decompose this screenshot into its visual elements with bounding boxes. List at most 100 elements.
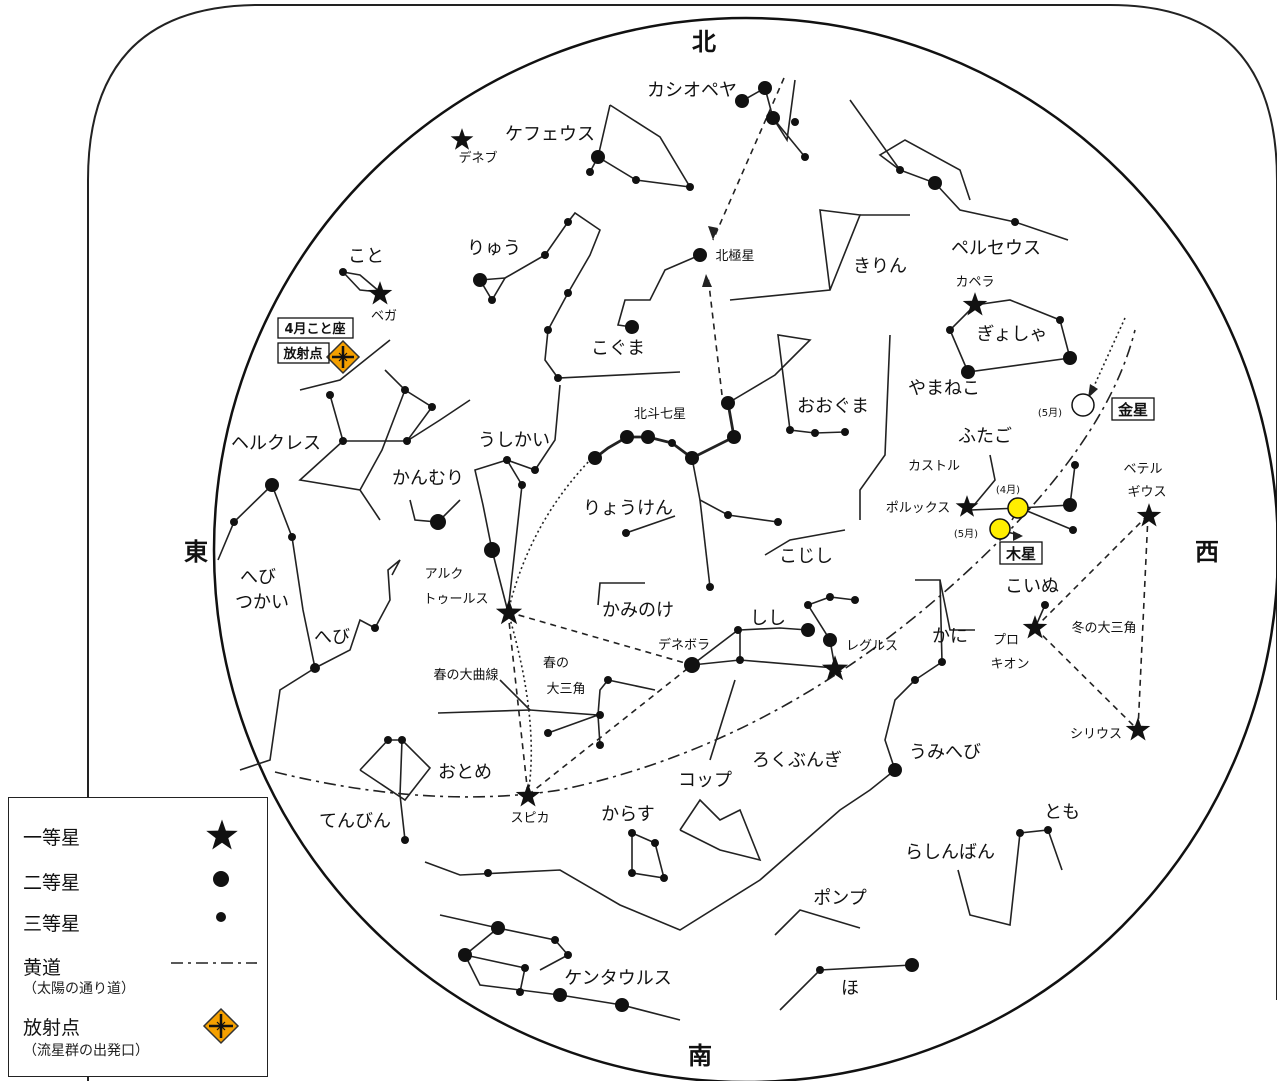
- star-dot: [521, 964, 529, 972]
- label-spica: スピカ: [510, 811, 549, 826]
- star-dot: [596, 711, 604, 719]
- label-ursa-major: おおぐま: [797, 396, 869, 417]
- star-dot: [1056, 316, 1064, 324]
- label-cancer: かに: [932, 626, 968, 647]
- label-gemini: ふたご: [958, 426, 1012, 447]
- arcturus-star: [495, 599, 523, 625]
- label-castor: カストル: [908, 459, 960, 474]
- star-dot: [816, 966, 824, 974]
- star-dot: [811, 429, 819, 437]
- label-auriga: ぎょしゃ: [976, 324, 1047, 345]
- star-dot: [531, 466, 539, 474]
- star-dot: [265, 478, 279, 492]
- star-dot: [961, 365, 975, 379]
- star-dot: [564, 289, 572, 297]
- label-camelopardalis: きりん: [853, 256, 907, 277]
- label-lyra: こと: [348, 246, 384, 267]
- label-polaris: 北極星: [715, 248, 754, 264]
- legend-star-icon: [206, 819, 238, 850]
- star-dot: [1016, 829, 1024, 837]
- star-dot: [544, 729, 552, 737]
- star-dot: [766, 111, 780, 125]
- label-regulus: レグルス: [846, 639, 898, 654]
- radiant-label-2: 放射点: [282, 346, 322, 362]
- star-dot: [339, 268, 347, 276]
- star-dot: [758, 81, 772, 95]
- label-arcturus-2: トゥールス: [423, 592, 488, 607]
- star-dot: [628, 829, 636, 837]
- star-dot: [693, 248, 707, 262]
- star-dot: [685, 451, 699, 465]
- star-dot: [791, 118, 799, 126]
- star-dot: [310, 663, 320, 673]
- label-canis-minor: こいぬ: [1005, 576, 1059, 597]
- star-dot: [458, 948, 472, 962]
- star-dot: [668, 439, 676, 447]
- star-dot: [503, 456, 511, 464]
- star-dot: [841, 428, 849, 436]
- star-dot: [735, 94, 749, 108]
- star-dot: [288, 533, 296, 541]
- constellation-lines: [217, 79, 1076, 1021]
- spring-curve-label: 春の大曲線: [433, 667, 498, 683]
- deneb-star: [450, 128, 474, 150]
- legend-small-dot-icon: [216, 912, 226, 922]
- label-sirius: シリウス: [1070, 727, 1122, 742]
- star-dot: [230, 518, 238, 526]
- radiant-icon: [325, 339, 361, 375]
- star-dot: [1063, 498, 1077, 512]
- label-hydra: うみへび: [909, 742, 981, 763]
- label-ursa-minor: こぐま: [591, 338, 645, 359]
- star-dot: [588, 451, 602, 465]
- venus-month-label: (5月): [1038, 407, 1062, 419]
- star-dot: [518, 481, 526, 489]
- spring-triangle-label-1: 春の: [543, 656, 569, 671]
- label-ophiuchus-1: へび: [240, 567, 276, 588]
- star-dot: [801, 623, 815, 637]
- star-dot: [684, 657, 700, 673]
- star-dot: [1044, 826, 1052, 834]
- label-pollux: ポルックス: [886, 501, 951, 516]
- star-dot: [491, 921, 505, 935]
- star-dot: [553, 988, 567, 1002]
- star-dot: [551, 936, 559, 944]
- star-dot: [596, 741, 604, 749]
- guide-lines: [507, 77, 1149, 796]
- label-leo: しし: [750, 608, 786, 629]
- label-cassiopeia: カシオペヤ: [647, 80, 737, 101]
- label-corvus: からす: [601, 804, 655, 825]
- label-bootes: うしかい: [478, 430, 550, 451]
- star-dot: [1011, 218, 1019, 226]
- label-virgo: おとめ: [438, 762, 492, 783]
- star-dot: [651, 839, 659, 847]
- jupiter-label: 木星: [1005, 545, 1036, 563]
- label-cepheus: ケフェウス: [505, 124, 595, 145]
- label-crater: コップ: [678, 770, 732, 791]
- label-serpens: へび: [314, 627, 350, 648]
- star-dot: [591, 150, 605, 164]
- star-dots: [230, 81, 1079, 1012]
- star-dot: [586, 168, 594, 176]
- label-hercules: ヘルクレス: [231, 433, 321, 454]
- venus-marker: [1071, 393, 1095, 417]
- label-puppis: とも: [1044, 802, 1080, 823]
- star-dot: [403, 437, 411, 445]
- capella-star: [962, 292, 988, 316]
- label-canes-venatici: りょうけん: [583, 498, 673, 519]
- label-procyon-1: プロ: [993, 633, 1019, 648]
- star-dot: [946, 326, 954, 334]
- star-dot: [620, 430, 634, 444]
- ecliptic-line: [274, 329, 1136, 798]
- label-draco: りゅう: [467, 238, 521, 259]
- star-dot: [724, 511, 732, 519]
- star-dot: [604, 676, 612, 684]
- star-dot: [628, 869, 636, 877]
- star-dot: [339, 437, 347, 445]
- star-dot: [786, 426, 794, 434]
- star-dot: [554, 374, 562, 382]
- star-dot: [660, 874, 668, 882]
- legend-ecliptic-line-icon: [171, 962, 257, 964]
- west-label: 西: [1195, 538, 1219, 566]
- star-dot: [641, 430, 655, 444]
- star-dot: [706, 583, 714, 591]
